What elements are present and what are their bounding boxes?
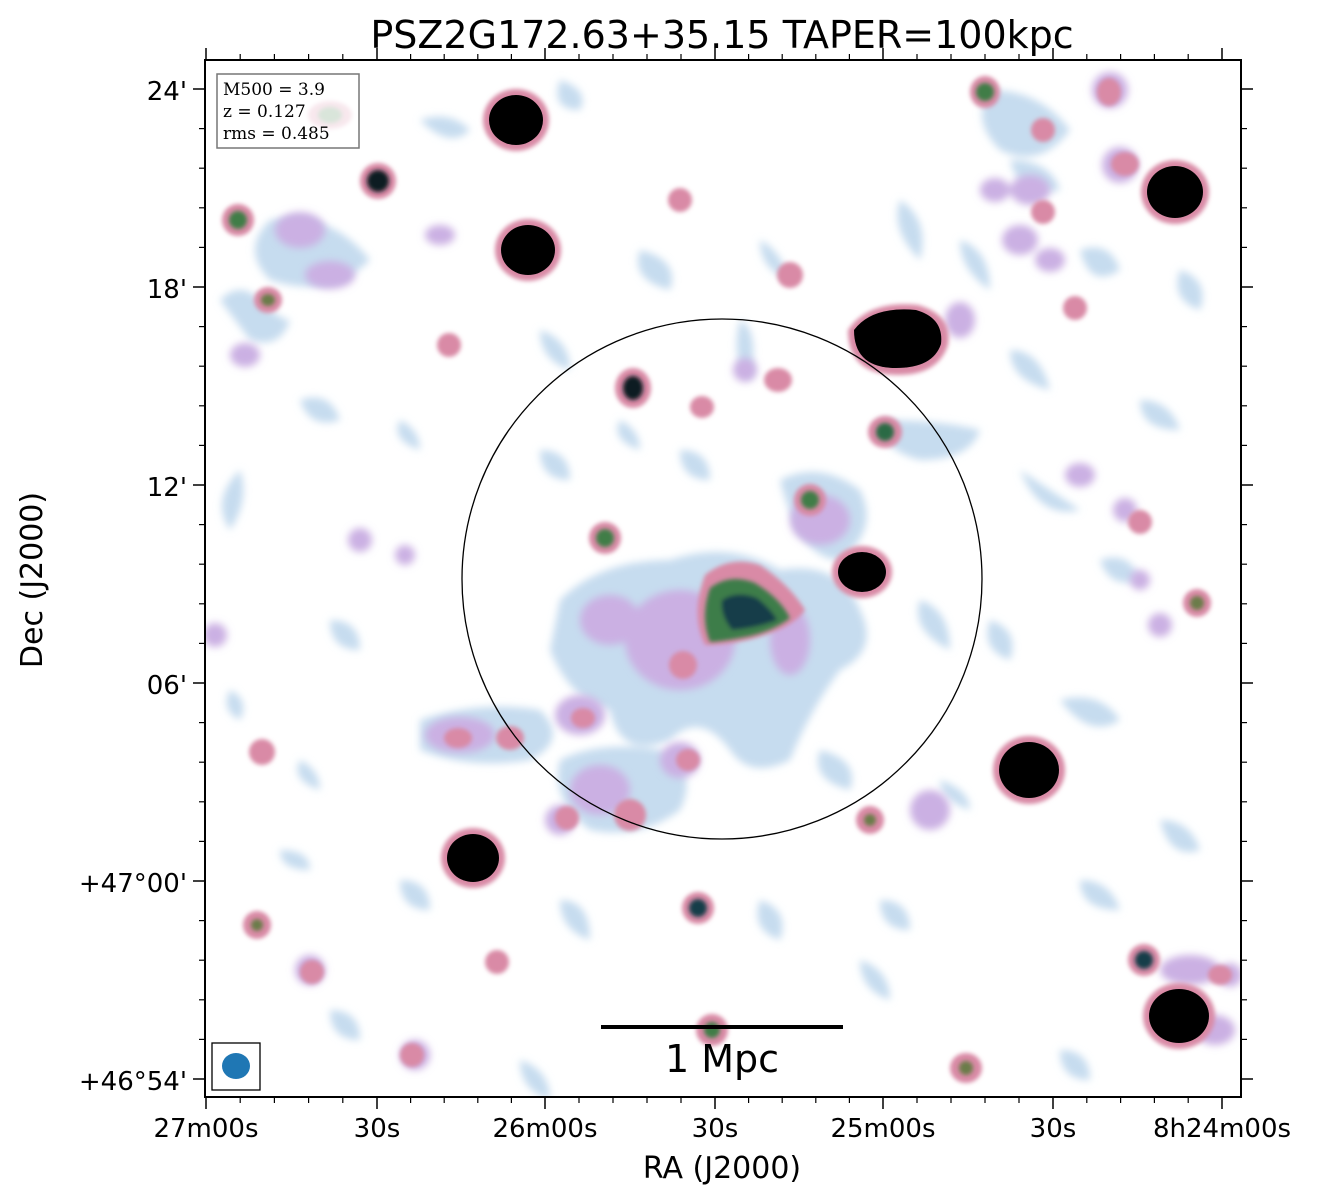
y-tick-label: 06' [147, 671, 187, 701]
y-tick-label: 12' [147, 473, 187, 503]
y-tick-label: +47°00' [79, 869, 187, 899]
y-tick-label: 24' [147, 77, 187, 107]
x-tick-label: 30s [1030, 1114, 1077, 1144]
info-redshift: z = 0.127 [223, 102, 306, 122]
saturated-sources [441, 89, 1215, 1049]
beam-box [211, 1042, 261, 1091]
figure-title: PSZ2G172.63+35.15 TAPER=100kpc [370, 13, 1073, 57]
x-tick-label: 25m00s [830, 1114, 935, 1144]
x-axis-label: RA (J2000) [643, 1151, 801, 1186]
scale-bar-label: 1 Mpc [665, 1037, 779, 1081]
y-tick-label: +46°54' [79, 1067, 187, 1097]
info-m500: M500 = 3.9 [223, 80, 325, 100]
info-rms: rms = 0.485 [223, 124, 330, 144]
x-tick-label: 30s [692, 1114, 739, 1144]
x-tick-label: 27m00s [153, 1114, 258, 1144]
x-tick-label: 30s [354, 1114, 401, 1144]
r500-circle [461, 318, 983, 840]
y-tick-labels: 24' 18' 12' 06' +47°00' +46°54' [79, 77, 187, 1097]
radio-image [205, 72, 1241, 1097]
y-axis-label: Dec (J2000) [15, 492, 50, 668]
info-box [216, 73, 360, 149]
axis-ticks [193, 48, 1253, 1109]
axes-frame [204, 59, 1242, 1098]
x-tick-label: 26m00s [492, 1114, 597, 1144]
x-tick-labels: 27m00s 30s 26m00s 30s 25m00s 30s 8h24m00… [153, 1114, 1291, 1144]
y-tick-label: 18' [147, 275, 187, 305]
beam-ellipse [222, 1053, 250, 1079]
x-tick-label: 8h24m00s [1153, 1114, 1291, 1144]
